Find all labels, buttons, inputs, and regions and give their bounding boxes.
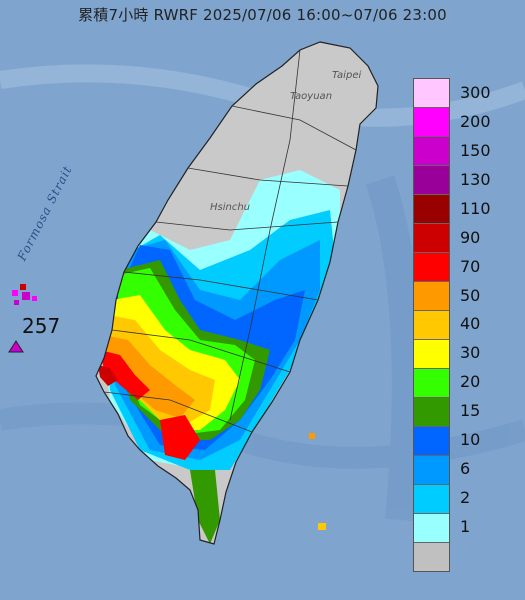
legend-label-130: 130 <box>460 169 491 189</box>
legend-swatch-110 <box>414 195 449 224</box>
legend-swatch-150 <box>414 137 449 166</box>
legend-swatch-70 <box>414 253 449 282</box>
rain-50mm <box>104 335 195 418</box>
legend-swatch-1 <box>414 514 449 543</box>
legend-label-200: 200 <box>460 111 491 131</box>
legend-label-70: 70 <box>460 256 481 276</box>
legend-label-90: 90 <box>460 227 481 247</box>
legend-swatch-130 <box>414 166 449 195</box>
legend-swatch-40 <box>414 311 449 340</box>
legend-label-10: 10 <box>460 430 481 450</box>
map-title: 累積7小時 RWRF 2025/07/06 16:00~07/06 23:00 <box>78 6 447 24</box>
legend-labels: 300 200 150 130 110 90 70 50 40 30 20 15… <box>460 78 520 570</box>
penghu-islands <box>12 284 37 305</box>
rain-70mm <box>100 350 150 400</box>
legend-color-bar <box>413 78 450 572</box>
legend-label-110: 110 <box>460 198 491 218</box>
legend-swatch-15 <box>414 398 449 427</box>
rain-70mm-south <box>160 415 200 460</box>
legend-label-50: 50 <box>460 285 481 305</box>
legend-swatch-200 <box>414 108 449 137</box>
rain-south-tail <box>190 470 220 544</box>
legend-swatch-90 <box>414 224 449 253</box>
legend-label-2: 2 <box>460 488 471 508</box>
legend-swatch-10 <box>414 427 449 456</box>
legend-swatch-6 <box>414 456 449 485</box>
legend-swatch-50 <box>414 282 449 311</box>
legend-swatch-20 <box>414 369 449 398</box>
legend-label-1: 1 <box>460 517 471 537</box>
county-boundaries <box>103 49 357 433</box>
green-island <box>309 433 315 439</box>
legend-label-40: 40 <box>460 314 481 334</box>
legend-swatch-2 <box>414 485 449 514</box>
max-rainfall-label: 257 <box>22 314 61 338</box>
place-label-taoyuan: Taoyuan <box>290 91 333 102</box>
legend-swatch-0 <box>414 543 449 571</box>
legend-label-20: 20 <box>460 372 481 392</box>
legend-label-300: 300 <box>460 82 491 102</box>
legend-label-30: 30 <box>460 343 481 363</box>
legend-label-6: 6 <box>460 459 471 479</box>
legend-swatch-30 <box>414 340 449 369</box>
place-label-hsinchu: Hsinchu <box>210 202 251 213</box>
orchid-island <box>318 523 326 530</box>
legend-swatch-300 <box>414 79 449 108</box>
legend-label-15: 15 <box>460 401 481 421</box>
max-triangle-marker <box>8 340 24 353</box>
rain-90mm <box>98 365 118 386</box>
legend-label-0 <box>460 541 520 570</box>
place-label-taipei: Taipei <box>332 70 362 81</box>
legend-label-150: 150 <box>460 140 491 160</box>
